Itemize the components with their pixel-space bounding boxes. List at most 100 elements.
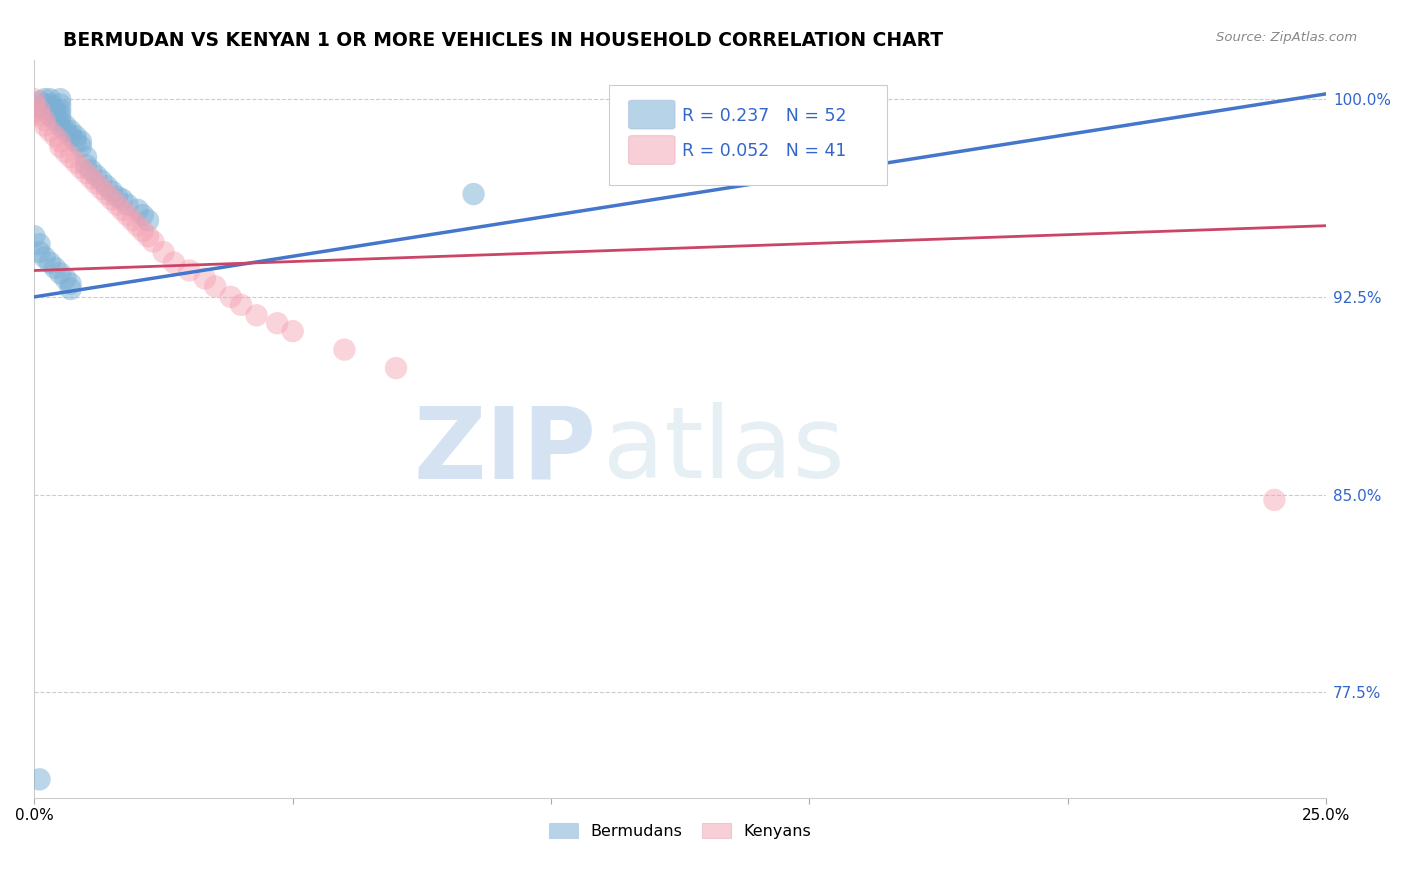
Point: [34, 97, 56, 112]
Point: [75, 150, 97, 164]
Point: [111, 202, 134, 217]
Point: [70, 139, 93, 153]
Point: [136, 213, 159, 227]
Point: [75, 166, 97, 180]
Point: [38, 92, 60, 106]
Point: [96, 179, 118, 194]
Point: [117, 197, 139, 211]
Point: [65, 155, 87, 169]
Point: [245, 309, 267, 323]
Point: [194, 271, 217, 285]
Point: [136, 229, 159, 244]
Point: [127, 202, 149, 217]
Point: [38, 124, 60, 138]
Point: [229, 298, 252, 312]
Point: [101, 192, 124, 206]
Point: [65, 129, 87, 144]
Point: [463, 187, 485, 202]
Point: [59, 129, 82, 144]
Point: [90, 182, 112, 196]
Point: [34, 92, 56, 106]
Point: [49, 119, 72, 133]
Point: [80, 163, 103, 178]
Point: [28, 237, 51, 252]
Point: [65, 134, 87, 148]
FancyBboxPatch shape: [628, 136, 675, 164]
Text: BERMUDAN VS KENYAN 1 OR MORE VEHICLES IN HOUSEHOLD CORRELATION CHART: BERMUDAN VS KENYAN 1 OR MORE VEHICLES IN…: [63, 31, 943, 50]
Point: [28, 95, 51, 109]
Point: [333, 343, 356, 357]
Point: [132, 224, 155, 238]
FancyBboxPatch shape: [628, 100, 675, 129]
Point: [22, 229, 45, 244]
Point: [121, 213, 143, 227]
Point: [34, 250, 56, 264]
Point: [34, 113, 56, 128]
Text: atlas: atlas: [603, 402, 845, 500]
Point: [1263, 492, 1285, 507]
Point: [59, 150, 82, 164]
Point: [53, 119, 76, 133]
Point: [22, 97, 45, 112]
Point: [44, 108, 66, 122]
Point: [28, 100, 51, 114]
Point: [111, 192, 134, 206]
Point: [53, 271, 76, 285]
Point: [34, 119, 56, 133]
Point: [44, 113, 66, 128]
Point: [385, 361, 408, 376]
Point: [80, 171, 103, 186]
Point: [70, 161, 93, 175]
Point: [90, 174, 112, 188]
Text: R = 0.237   N = 52: R = 0.237 N = 52: [682, 107, 846, 125]
Point: [49, 92, 72, 106]
Point: [105, 190, 128, 204]
Point: [96, 187, 118, 202]
Point: [38, 255, 60, 269]
Point: [266, 316, 288, 330]
Point: [49, 113, 72, 128]
Point: [59, 282, 82, 296]
Point: [38, 97, 60, 112]
Point: [132, 208, 155, 222]
Point: [53, 124, 76, 138]
Point: [44, 129, 66, 144]
Point: [49, 108, 72, 122]
Point: [34, 103, 56, 117]
Point: [49, 139, 72, 153]
Point: [38, 103, 60, 117]
Point: [49, 103, 72, 117]
Text: Source: ZipAtlas.com: Source: ZipAtlas.com: [1216, 31, 1357, 45]
Point: [49, 134, 72, 148]
Point: [28, 103, 51, 117]
Point: [59, 277, 82, 291]
Point: [117, 208, 139, 222]
Point: [49, 266, 72, 280]
Text: ZIP: ZIP: [413, 402, 596, 500]
Point: [75, 158, 97, 172]
Point: [86, 169, 108, 183]
Point: [179, 263, 201, 277]
Point: [28, 108, 51, 122]
Point: [22, 92, 45, 106]
Point: [281, 324, 304, 338]
Legend: Bermudans, Kenyans: Bermudans, Kenyans: [543, 816, 817, 846]
Point: [101, 185, 124, 199]
Point: [28, 245, 51, 260]
Point: [105, 197, 128, 211]
Point: [70, 134, 93, 148]
Point: [142, 235, 165, 249]
Point: [44, 103, 66, 117]
Point: [204, 279, 226, 293]
Point: [44, 260, 66, 275]
Point: [49, 97, 72, 112]
Point: [59, 124, 82, 138]
Point: [53, 145, 76, 159]
Point: [22, 105, 45, 120]
FancyBboxPatch shape: [609, 86, 887, 186]
Point: [219, 290, 242, 304]
Point: [38, 108, 60, 122]
Point: [28, 772, 51, 787]
Point: [152, 245, 174, 260]
Text: R = 0.052   N = 41: R = 0.052 N = 41: [682, 142, 846, 161]
